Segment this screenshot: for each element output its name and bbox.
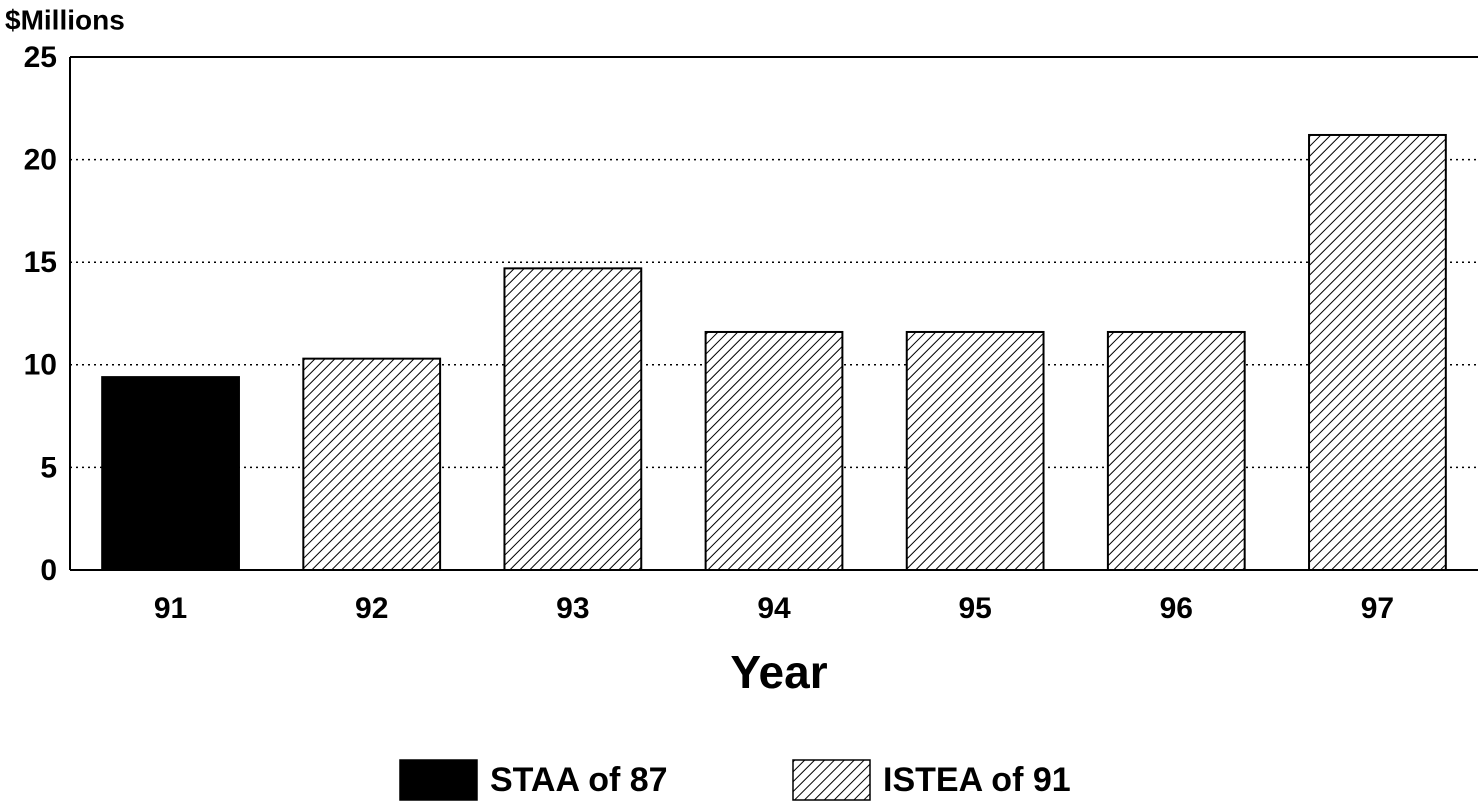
bar <box>704 330 844 571</box>
x-tick-label: 93 <box>556 592 589 625</box>
x-axis-label: Year <box>730 646 827 698</box>
x-tick-label: 92 <box>355 592 388 625</box>
x-tick-label: 94 <box>757 592 791 625</box>
bar <box>101 376 240 571</box>
y-tick-label: 10 <box>24 349 57 382</box>
bar <box>302 357 442 572</box>
legend-label: ISTEA of 91 <box>883 761 1071 799</box>
x-tick-label: 96 <box>1160 592 1193 625</box>
legend-swatch <box>792 759 871 801</box>
y-tick-label: 25 <box>24 41 57 74</box>
y-tick-label: 15 <box>24 246 57 279</box>
y-tick-label: 5 <box>40 451 57 484</box>
y-tick-label: 20 <box>24 144 57 177</box>
x-tick-label: 91 <box>154 592 187 625</box>
legend-label: STAA of 87 <box>490 761 668 799</box>
y-tick-label: 0 <box>40 554 57 587</box>
x-tick-label: 95 <box>958 592 991 625</box>
legend-swatch <box>399 759 478 801</box>
bar <box>905 330 1045 571</box>
bar <box>1106 330 1246 571</box>
y-axis-label: $Millions <box>5 4 125 35</box>
bar <box>1308 133 1447 571</box>
x-tick-label: 97 <box>1361 592 1394 625</box>
bar <box>503 267 643 571</box>
